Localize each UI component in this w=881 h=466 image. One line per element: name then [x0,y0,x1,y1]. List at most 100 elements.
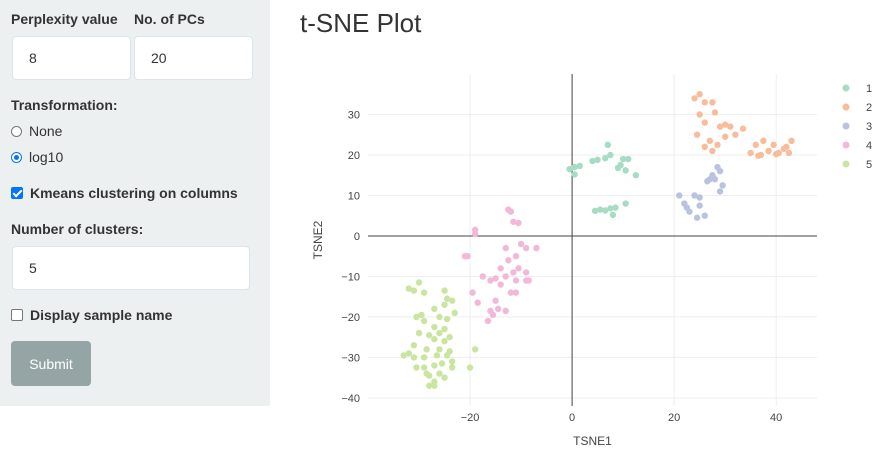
data-point-1 [602,207,609,214]
data-point-4 [497,281,504,288]
data-point-5 [413,364,420,371]
data-point-3 [693,214,701,221]
data-point-1 [571,171,578,178]
data-point-5 [436,370,443,377]
data-point-4 [502,273,509,280]
data-point-2 [772,150,780,158]
data-point-4 [515,265,522,272]
data-point-3 [683,204,691,211]
sidebar: Perplexity value No. of PCs 8 20 Transfo… [0,0,270,406]
data-point-3 [701,212,708,219]
data-point-2 [783,143,790,151]
data-point-4 [533,244,540,252]
data-point-3 [719,182,726,189]
data-point-4 [471,230,479,238]
data-point-2 [770,141,777,149]
data-point-5 [471,346,479,353]
tsne-scatter-plot[interactable]: −20 0 20 40 −40 −30 −20 −10 0 10 20 30 TSNE1 TSNE2 1 2 3… [300,60,881,460]
legend-label-1: 1 [866,83,872,95]
data-point-4 [522,244,530,252]
sample-name-checkbox[interactable]: Display sample name [11,307,172,323]
data-point-5 [426,382,433,389]
data-point-3 [716,167,724,175]
data-point-5 [431,362,438,369]
data-point-4 [469,289,476,296]
data-point-1 [589,157,596,165]
data-point-2 [696,91,703,98]
data-point-2 [732,131,739,138]
radio-none-label: None [29,123,63,139]
radio-none[interactable]: None [11,123,62,139]
pcs-input[interactable]: 20 [134,36,253,80]
data-point-1 [602,155,609,162]
data-point-5 [410,342,418,349]
y-tick-label: −20 [341,312,360,324]
kmeans-checkbox-box[interactable] [11,187,23,199]
data-point-1 [591,207,599,215]
transformation-label: Transformation: [11,97,118,113]
data-point-1 [607,205,614,212]
data-point-2 [760,137,767,145]
data-point-1 [566,165,573,173]
data-point-5 [415,279,423,286]
x-tick-label: 40 [770,412,782,424]
sample-name-checkbox-box[interactable] [11,309,23,321]
perplexity-label: Perplexity value [11,11,118,27]
data-point-2 [721,133,729,140]
data-point-5 [431,335,438,343]
data-point-2 [701,119,708,126]
data-point-3 [691,192,698,199]
data-point-2 [701,143,708,151]
data-point-4 [522,269,530,276]
perplexity-input[interactable]: 8 [12,36,131,80]
data-point-1 [614,164,622,172]
data-point-4 [507,208,515,215]
data-point-5 [431,323,438,331]
radio-none-circle[interactable] [11,125,22,137]
data-point-4 [497,265,504,272]
data-point-5 [415,329,423,337]
data-point-2 [747,149,754,157]
data-point-2 [785,149,793,157]
data-point-4 [507,289,515,296]
data-point-5 [405,285,413,292]
y-tick-label: 0 [354,231,360,243]
data-point-1 [609,211,617,219]
data-point-4 [502,307,509,315]
kmeans-checkbox[interactable]: Kmeans clustering on columns [11,185,238,201]
data-point-5 [405,350,413,357]
data-point-5 [448,358,456,365]
submit-button[interactable]: Submit [11,341,91,386]
data-point-5 [423,346,430,353]
data-point-5 [436,313,443,321]
data-point-2 [739,125,747,132]
data-point-3 [696,194,703,201]
y-tick-label: −40 [341,393,360,405]
data-point-4 [479,273,487,280]
data-point-4 [502,244,509,252]
data-point-3 [711,176,719,183]
data-point-5 [443,315,451,323]
data-point-5 [441,287,448,294]
data-point-1 [594,156,601,164]
data-point-2 [727,123,734,130]
data-point-5 [413,313,420,321]
data-point-1 [604,141,612,149]
data-point-5 [418,311,425,319]
legend-label-2: 2 [866,102,872,114]
data-point-5 [420,289,428,296]
data-point-5 [420,317,428,325]
data-point-4 [484,317,492,325]
clusters-input[interactable]: 5 [12,246,250,290]
legend-marker-3 [842,122,850,130]
data-point-2 [788,137,795,145]
data-point-2 [752,141,759,149]
data-point-5 [446,333,453,341]
data-point-4 [515,219,522,227]
radio-log10[interactable]: log10 [11,149,63,165]
legend-marker-2 [842,103,850,111]
radio-log10-circle[interactable] [11,151,22,163]
kmeans-label: Kmeans clustering on columns [30,185,238,201]
legend-label-3: 3 [866,121,872,133]
data-point-2 [709,99,716,106]
